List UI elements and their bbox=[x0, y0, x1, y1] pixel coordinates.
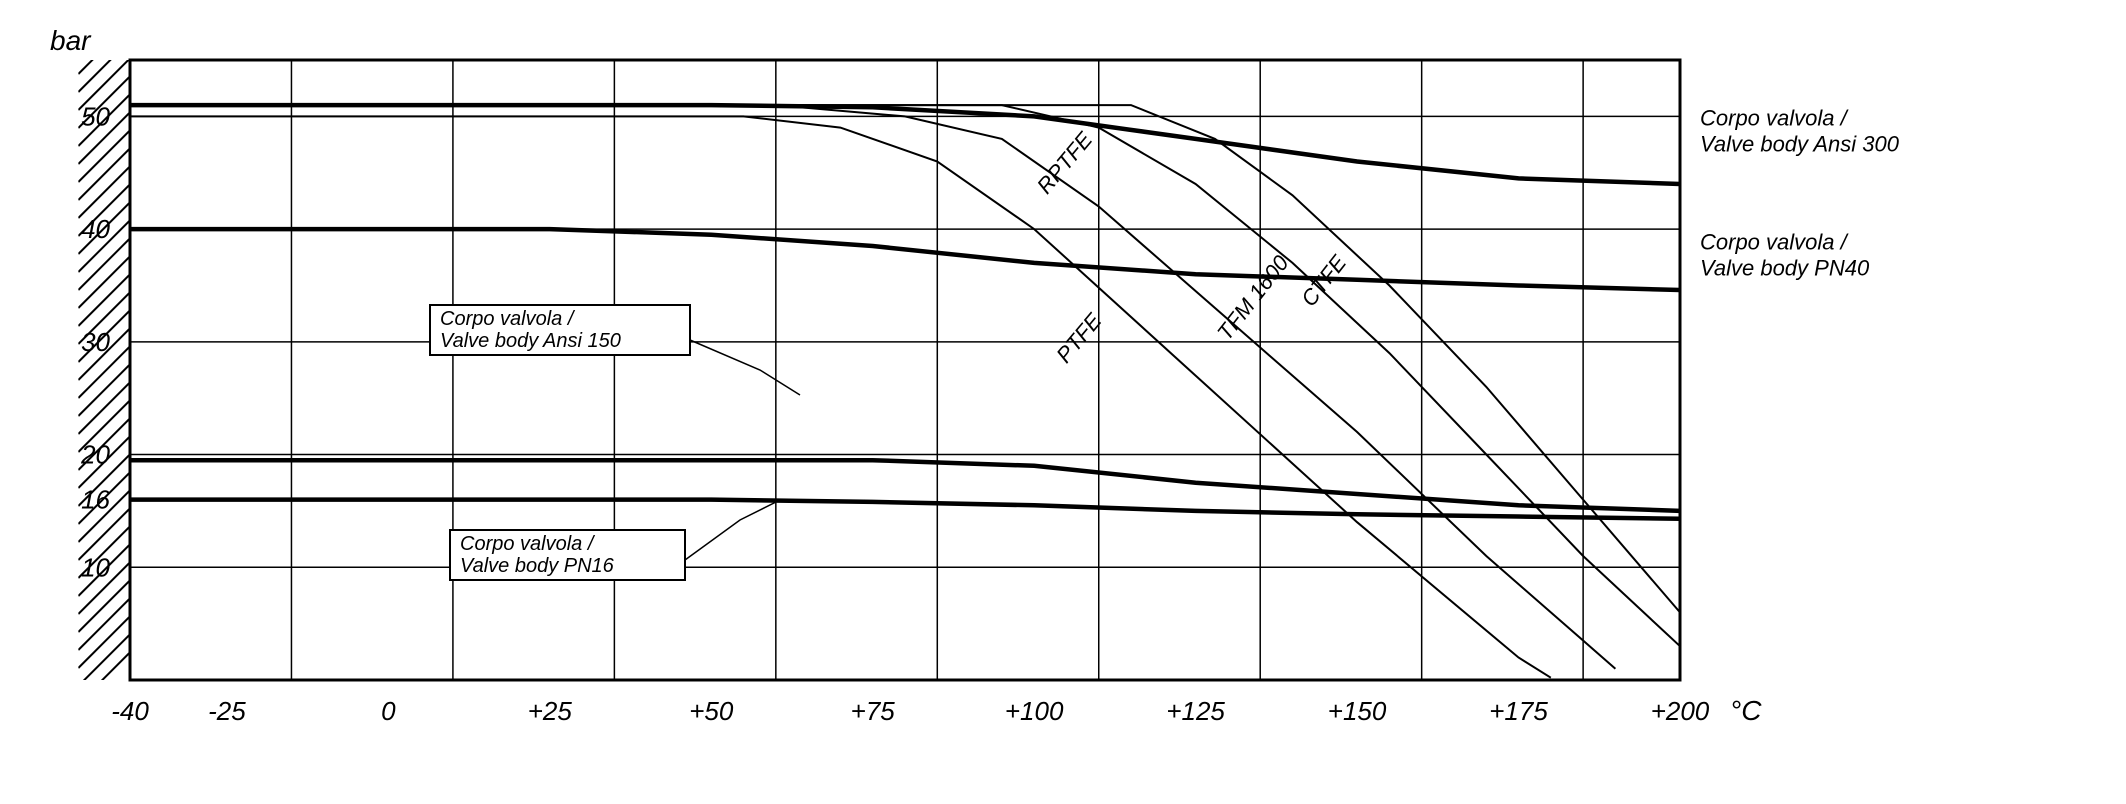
x-axis-unit: °C bbox=[1730, 695, 1762, 726]
x-tick-label: +200 bbox=[1651, 696, 1710, 726]
y-tick-label: 30 bbox=[81, 327, 110, 357]
x-tick-label: +50 bbox=[689, 696, 734, 726]
x-tick-label: +125 bbox=[1166, 696, 1225, 726]
callout-text-pn16-en: Valve body PN16 bbox=[460, 555, 615, 577]
x-tick-label: -40 bbox=[111, 696, 149, 726]
y-tick-label: 20 bbox=[80, 440, 110, 470]
y-tick-label: 40 bbox=[81, 214, 110, 244]
x-tick-label: +75 bbox=[851, 696, 896, 726]
x-tick-label: +175 bbox=[1489, 696, 1548, 726]
x-tick-label: +25 bbox=[528, 696, 573, 726]
x-tick-label: +150 bbox=[1328, 696, 1387, 726]
x-tick-label: +100 bbox=[1005, 696, 1064, 726]
side-label-ansi300-en: Valve body Ansi 300 bbox=[1700, 132, 1900, 157]
side-label-pn40-it: Corpo valvola / bbox=[1700, 230, 1849, 255]
callout-text-pn16-it: Corpo valvola / bbox=[460, 533, 596, 555]
x-tick-label: -25 bbox=[208, 696, 246, 726]
side-label-pn40-en: Valve body PN40 bbox=[1700, 256, 1870, 281]
callout-text-ansi150-it: Corpo valvola / bbox=[440, 308, 576, 330]
side-label-ansi300-it: Corpo valvola / bbox=[1700, 106, 1849, 131]
y-tick-label: 50 bbox=[81, 101, 110, 131]
callout-text-ansi150-en: Valve body Ansi 150 bbox=[440, 330, 621, 352]
y-tick-label: 10 bbox=[81, 552, 110, 582]
y-tick-label: 16 bbox=[81, 485, 110, 515]
y-axis-unit: bar bbox=[50, 25, 92, 56]
x-tick-label: 0 bbox=[381, 696, 396, 726]
pressure-temperature-chart: -40 -25 0 +25 +50 +75 +100 +125 +150 +175 +200 10 16… bbox=[0, 0, 2126, 804]
